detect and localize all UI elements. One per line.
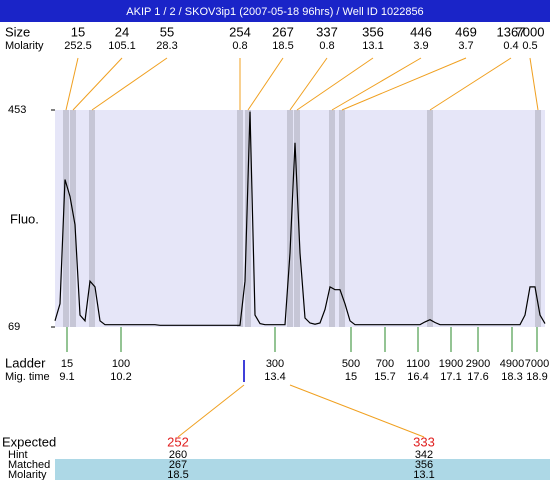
peak-connector <box>72 57 123 111</box>
peak-connector <box>296 57 374 111</box>
ladder-time: 15 <box>345 371 357 383</box>
peak-band <box>287 110 293 327</box>
peak-molarity: 105.1 <box>108 40 136 52</box>
peak-molarity: 0.5 <box>522 40 537 52</box>
peak-molarity: 252.5 <box>64 40 92 52</box>
row-label: Hint <box>8 449 28 461</box>
y-axis-label: Fluo. <box>10 211 39 226</box>
peak-connector <box>247 57 284 111</box>
peak-molarity: 13.1 <box>362 40 383 52</box>
connector <box>177 384 245 438</box>
ladder-size: 7000 <box>525 358 549 370</box>
peak-size: 24 <box>115 24 129 39</box>
ladder-size: 4900 <box>500 358 524 370</box>
ladder-size: 1900 <box>439 358 463 370</box>
peak-molarity: 0.4 <box>503 40 518 52</box>
ladder-time: 17.6 <box>467 371 488 383</box>
peak-molarity: 28.3 <box>156 40 177 52</box>
ladder-time: 16.4 <box>407 371 428 383</box>
ladder-time: 18.3 <box>501 371 522 383</box>
peak-connector <box>331 57 422 111</box>
ladder-size: 700 <box>376 358 394 370</box>
peak-band <box>237 110 243 327</box>
peak-size: 446 <box>410 24 432 39</box>
peak-molarity: 0.8 <box>232 40 247 52</box>
peak-molarity: 18.5 <box>272 40 293 52</box>
cell-expected: 333 <box>413 434 435 449</box>
fluorescence-trace <box>54 111 546 326</box>
cell-hint: 260 <box>169 449 187 461</box>
cell-matched: 356 <box>415 459 433 471</box>
y-tick-label: 69 <box>8 321 20 333</box>
peak-connector <box>65 57 79 111</box>
peak-molarity: 3.9 <box>413 40 428 52</box>
peak-connector <box>289 57 328 111</box>
peak-size: 337 <box>316 24 338 39</box>
size-label: Size <box>5 24 30 39</box>
ladder-time: 9.1 <box>59 371 74 383</box>
peak-connector <box>341 57 467 111</box>
row-label: Molarity <box>8 469 47 480</box>
molarity-label: Molarity <box>5 40 44 52</box>
row-label: Expected <box>2 434 56 449</box>
ladder-time: 18.9 <box>526 371 547 383</box>
ladder-time: 10.2 <box>110 371 131 383</box>
ladder-size: 300 <box>266 358 284 370</box>
peak-band <box>245 110 251 327</box>
peak-size: 267 <box>272 24 294 39</box>
mig-time-label: Mig. time <box>5 371 50 383</box>
row-label: Matched <box>8 459 50 471</box>
peak-connector <box>91 57 168 111</box>
cell-molarity: 18.5 <box>167 469 188 480</box>
cell-matched: 267 <box>169 459 187 471</box>
cell-hint: 342 <box>415 449 433 461</box>
peak-band <box>89 110 95 327</box>
ladder-size: 1100 <box>406 358 430 370</box>
peak-size: 15 <box>71 24 85 39</box>
cell-molarity: 13.1 <box>413 469 434 480</box>
peak-connector <box>429 57 512 111</box>
peak-size: 55 <box>160 24 174 39</box>
ladder-time: 15.7 <box>374 371 395 383</box>
ladder-size: 15 <box>61 358 73 370</box>
ladder-size: 100 <box>112 358 130 370</box>
y-tick-label: 453 <box>8 104 26 116</box>
peak-band <box>427 110 433 327</box>
peak-band <box>535 110 541 327</box>
peak-band <box>339 110 345 327</box>
peak-molarity: 3.7 <box>458 40 473 52</box>
title: AKIP 1 / 2 / SKOV3ip1 (2007-05-18 96hrs)… <box>126 6 423 18</box>
ladder-size: 2900 <box>466 358 490 370</box>
peak-size: 254 <box>229 24 251 39</box>
matched-band <box>55 459 550 480</box>
peak-molarity: 0.8 <box>319 40 334 52</box>
peak-band <box>63 110 69 327</box>
peak-connector <box>529 57 539 111</box>
ladder-label: Ladder <box>5 355 46 370</box>
peak-size: 469 <box>455 24 477 39</box>
ladder-time: 13.4 <box>264 371 285 383</box>
peak-size: 7000 <box>516 24 545 39</box>
ladder-time: 17.1 <box>440 371 461 383</box>
peak-band <box>294 110 300 327</box>
peak-size: 356 <box>362 24 384 39</box>
cell-expected: 252 <box>167 434 189 449</box>
ladder-size: 500 <box>342 358 360 370</box>
peak-band <box>329 110 335 327</box>
connector <box>289 384 425 438</box>
peak-size: 1367 <box>497 24 526 39</box>
title-bar <box>0 0 550 22</box>
peak-band <box>70 110 76 327</box>
